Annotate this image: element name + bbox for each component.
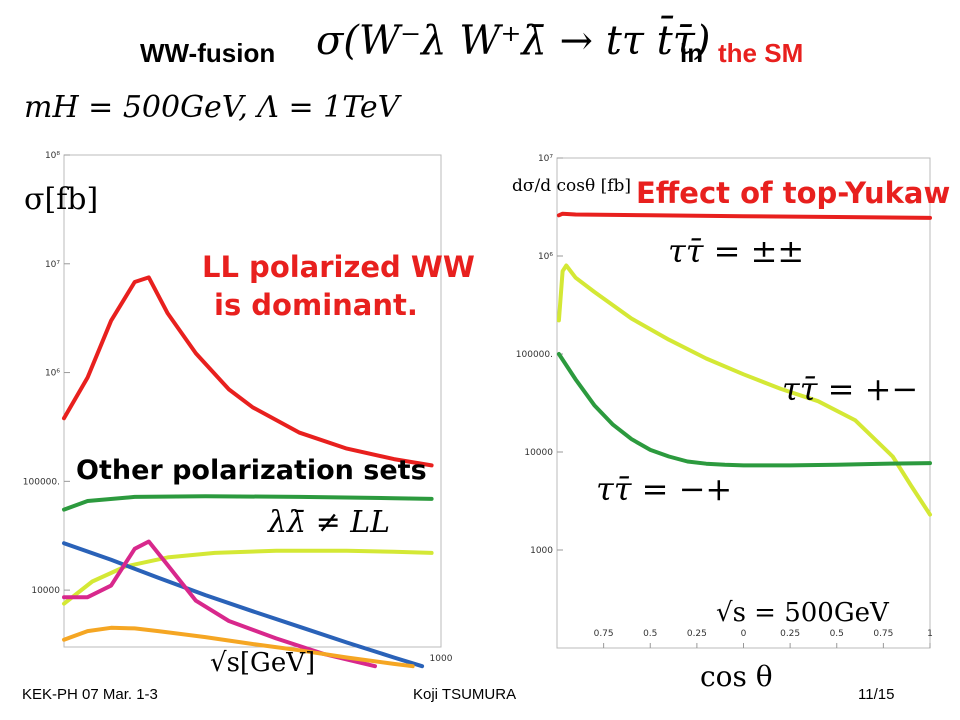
footer-left: KEK-PH 07 Mar. 1-3 <box>22 686 158 703</box>
left-ytick-label: 10⁸ <box>45 151 60 161</box>
right-ytick-label: 1000 <box>530 546 553 556</box>
left-ticks: 10⁸ 10⁷ 10⁶ 100000. 10000 1000 <box>23 151 453 664</box>
title-prefix: WW-fusion <box>140 38 276 68</box>
right-xlabel: cos θ <box>700 660 773 693</box>
right-xtick-label: 0.5 <box>643 629 657 639</box>
right-xtick-label: 0.5 <box>830 629 844 639</box>
left-series <box>62 275 434 669</box>
left-ytick-label: 10⁶ <box>45 369 60 379</box>
right-xtick-label: 0 <box>741 629 747 639</box>
footer-center: Koji TSUMURA <box>413 686 517 703</box>
left-series-yellowgreen <box>62 548 434 606</box>
right-xtick-label: 0.75 <box>594 629 614 639</box>
annotation-tt-mp: ττ̄ = −+ <box>596 470 733 508</box>
right-series-green <box>556 352 932 468</box>
right-ytick-label: 10000 <box>524 448 553 458</box>
left-ylabel: σ[fb] <box>24 182 99 217</box>
left-xtick-label: 1000 <box>430 654 453 664</box>
right-ticks: 10⁷ 10⁶ 100000. 10000 1000 0.75 0.5 0.25 0 0.25 0.… <box>516 154 933 648</box>
annotation-ll-line2: is dominant. <box>214 288 418 322</box>
right-xtick-label: 0.25 <box>687 629 707 639</box>
title-formula: σ(W⁻λ W⁺λ̄ → tτ t̄τ̄) <box>316 18 711 64</box>
right-xtick-label: 0.75 <box>873 629 893 639</box>
right-series-red <box>556 211 932 220</box>
footer-right: 11/15 <box>858 686 895 703</box>
parameters: mH = 500GeV, Λ = 1TeV <box>24 90 400 125</box>
annotation-top-yukawa: Effect of top-Yukaw <box>636 176 951 210</box>
right-ytick-label: 100000. <box>516 350 553 360</box>
right-xtick-label: 1 <box>927 629 933 639</box>
right-series <box>556 211 932 517</box>
annotation-other-sets: Other polarization sets <box>76 455 427 486</box>
right-series-yellowgreen <box>556 263 932 517</box>
left-xlabel: √s[GeV] <box>210 648 316 678</box>
left-series-orange <box>62 625 415 669</box>
left-ytick-label: 100000. <box>23 477 60 487</box>
left-ytick-label: 10000 <box>31 586 60 596</box>
left-plot-frame <box>63 154 442 648</box>
left-series-blue <box>62 541 425 669</box>
annotation-tt-pm: ττ̄ = +− <box>782 370 919 408</box>
left-ytick-label: 10⁷ <box>45 260 60 270</box>
annotation-lambda: λλ̄ ≠ LL <box>268 505 391 540</box>
left-series-red <box>62 275 434 468</box>
title-in: in <box>680 38 704 68</box>
annotation-sqrt-s: √s = 500GeV <box>716 598 889 628</box>
right-ytick-label: 10⁶ <box>538 252 553 262</box>
right-ylabel: dσ/d cosθ [fb] <box>512 176 632 196</box>
left-chart: 10⁸ 10⁷ 10⁶ 100000. 10000 1000 <box>23 151 453 669</box>
left-series-magenta <box>62 539 377 669</box>
annotation-ll-line1: LL polarized WW <box>202 250 475 284</box>
right-xtick-label: 0.25 <box>780 629 800 639</box>
right-chart: 10⁷ 10⁶ 100000. 10000 1000 0.75 0.5 0.25 0 0.25 0.… <box>516 154 933 649</box>
annotation-tt-pp: ττ̄ = ±± <box>668 232 805 270</box>
title-sm: the SM <box>718 38 804 68</box>
left-series-green <box>62 494 434 512</box>
right-ytick-label: 10⁷ <box>538 154 553 164</box>
